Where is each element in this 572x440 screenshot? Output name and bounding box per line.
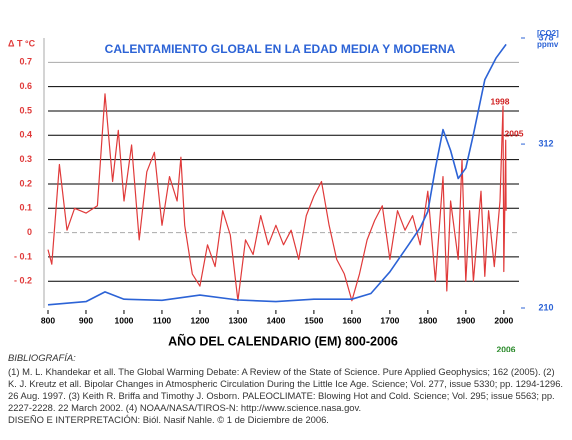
- bibliography: BIBLIOGRAFÍA: (1) M. L. Khandekar et all…: [8, 352, 564, 426]
- y-tick-label: 0.3: [19, 154, 32, 164]
- x-tick-label: 1000: [115, 315, 134, 325]
- y-tick-label: 0.7: [19, 57, 32, 67]
- y-tick-label: 0.6: [19, 81, 32, 91]
- series-line: [47, 93, 507, 302]
- chart-title: CALENTAMIENTO GLOBAL EN LA EDAD MEDIA Y …: [105, 42, 456, 56]
- y2-axis-label: ppmv: [537, 40, 559, 49]
- bibliography-heading: BIBLIOGRAFÍA:: [8, 352, 76, 363]
- y2-tick-label: 210: [538, 302, 553, 312]
- x-tick-label: 1600: [342, 315, 361, 325]
- x-tick-label: 2000: [494, 315, 513, 325]
- y2-tick-label: 312: [538, 138, 553, 148]
- x-tick-label: 1800: [418, 315, 437, 325]
- y-tick-label: 0.5: [19, 105, 32, 115]
- y2-tick-label: 378: [538, 32, 553, 42]
- y-tick-label: 0.2: [19, 178, 32, 188]
- x-tick-label: 1900: [456, 315, 475, 325]
- chart: CALENTAMIENTO GLOBAL EN LA EDAD MEDIA Y …: [8, 29, 559, 352]
- x-tick-label: 1400: [266, 315, 285, 325]
- y-tick-label: 0: [27, 227, 32, 237]
- x-tick-label: 1700: [380, 315, 399, 325]
- annotation: 1998: [491, 96, 510, 106]
- y2-axis-label: [CO2]: [537, 29, 559, 38]
- x-tick-label: 1200: [190, 315, 209, 325]
- annotation: 2005: [505, 128, 524, 138]
- x-tick-label: 1500: [304, 315, 323, 325]
- y-tick-label: - 0.2: [14, 276, 32, 286]
- x-tick-label: 900: [79, 315, 93, 325]
- credits: DISEÑO E INTERPRETACIÓN: Biól. Nasif Nah…: [8, 414, 329, 425]
- x-axis-label: AÑO DEL CALENDARIO (EM) 800-2006: [168, 333, 398, 348]
- series-line: [47, 43, 507, 306]
- x-tick-label: 1300: [228, 315, 247, 325]
- y-tick-label: - 0.1: [14, 251, 32, 261]
- y-tick-label: 0.1: [19, 203, 32, 213]
- x-tick-label: 1100: [153, 315, 172, 325]
- references: (1) M. L. Khandekar et all. The Global W…: [8, 366, 564, 413]
- annotation: 2006: [497, 344, 516, 352]
- y-axis-label: Δ T °C: [8, 38, 36, 48]
- y-tick-label: 0.4: [19, 130, 32, 140]
- x-tick-label: 800: [41, 315, 55, 325]
